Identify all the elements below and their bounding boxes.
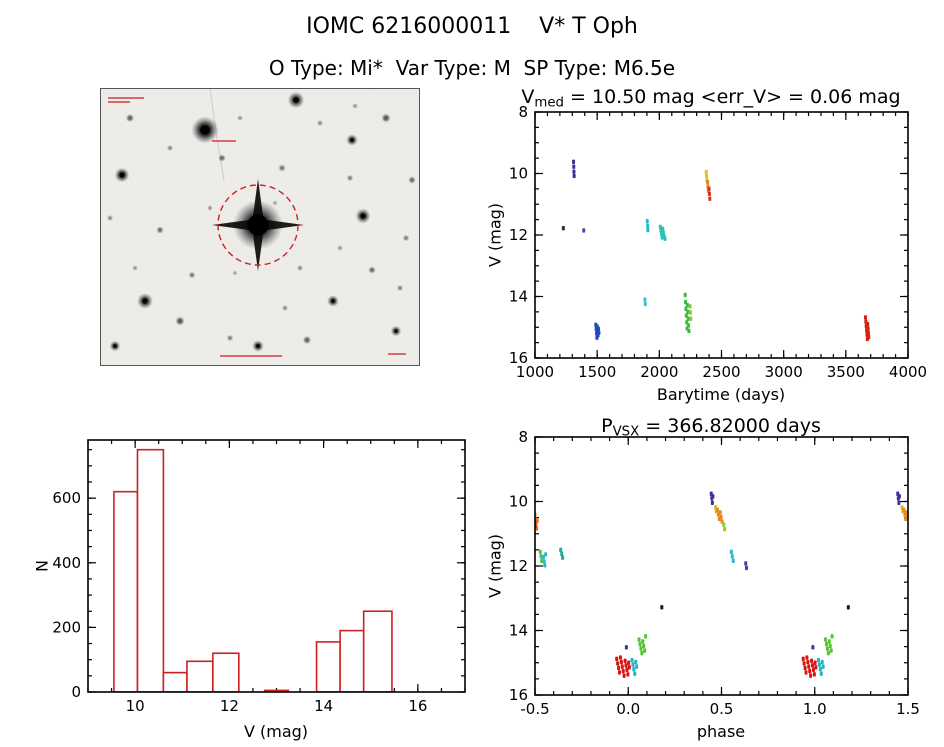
svg-text:4000: 4000 <box>889 363 927 381</box>
red-annotation-marks <box>108 97 406 357</box>
svg-text:1500: 1500 <box>578 363 616 381</box>
svg-text:14: 14 <box>314 697 333 715</box>
phase-title: PVSX = 366.82000 days <box>601 415 821 440</box>
tick-labels: 1000 1500 2000 2500 3000 3500 4000 8 10 12 14 16 <box>509 103 927 381</box>
finding-chart-border <box>100 88 420 366</box>
phase-plot: -0.5 0.0 0.5 1.0 1.5 8 10 12 14 16 <box>509 428 920 718</box>
page-subtitle: O Type: Mi* Var Type: M SP Type: M6.5e <box>268 56 676 80</box>
lightcurve-xaxis-label: Barytime (days) <box>656 385 786 404</box>
tick-marks <box>534 436 909 696</box>
histogram-yaxis-label: N <box>32 560 52 572</box>
svg-text:200: 200 <box>52 618 81 636</box>
svg-text:-0.5: -0.5 <box>520 700 549 718</box>
svg-text:14: 14 <box>509 622 528 640</box>
svg-text:1.5: 1.5 <box>896 700 920 718</box>
svg-text:3000: 3000 <box>765 363 803 381</box>
lightcurve-plot: 1000 1500 2000 2500 3000 3500 4000 8 10 12 14 16 <box>509 103 927 381</box>
svg-text:3500: 3500 <box>827 363 865 381</box>
svg-text:10: 10 <box>509 165 528 183</box>
plot-frame <box>534 111 909 359</box>
data-points <box>113 448 393 692</box>
finding-chart-image <box>100 88 420 366</box>
svg-text:16: 16 <box>509 686 528 704</box>
svg-text:2500: 2500 <box>702 363 740 381</box>
svg-text:0: 0 <box>71 683 81 701</box>
tick-labels: -0.5 0.0 0.5 1.0 1.5 8 10 12 14 16 <box>509 428 920 718</box>
svg-text:10: 10 <box>509 493 528 511</box>
lightcurve-title: Vmed = 10.50 mag <err_V> = 0.06 mag <box>521 86 901 111</box>
svg-text:12: 12 <box>509 226 528 244</box>
svg-text:16: 16 <box>408 697 427 715</box>
svg-text:10: 10 <box>126 697 145 715</box>
plot-frame <box>87 439 466 693</box>
svg-text:12: 12 <box>509 557 528 575</box>
svg-text:16: 16 <box>509 349 528 367</box>
data-points <box>561 159 871 342</box>
page-title: IOMC 6216000011 V* T Oph <box>306 14 638 39</box>
data-points <box>535 491 908 678</box>
svg-text:14: 14 <box>509 288 528 306</box>
target-star-with-circle <box>212 179 304 271</box>
phase-xaxis-label: phase <box>696 722 746 741</box>
svg-text:1.0: 1.0 <box>803 700 827 718</box>
svg-text:600: 600 <box>52 489 81 507</box>
svg-text:2000: 2000 <box>640 363 678 381</box>
svg-text:0.5: 0.5 <box>710 700 734 718</box>
svg-text:1000: 1000 <box>516 363 554 381</box>
svg-text:8: 8 <box>518 428 528 446</box>
svg-text:400: 400 <box>52 554 81 572</box>
plot-frame <box>534 436 909 696</box>
histogram-plot: 10 12 14 16 0 200 400 600 <box>52 439 466 715</box>
svg-text:0.0: 0.0 <box>616 700 640 718</box>
histogram-xaxis-label: V (mag) <box>243 722 309 741</box>
tick-marks <box>534 111 909 359</box>
lightcurve-yaxis-label: V (mag) <box>485 202 505 268</box>
field-stars <box>106 91 416 352</box>
tick-labels: 10 12 14 16 0 200 400 600 <box>52 489 427 715</box>
phase-yaxis-label: V (mag) <box>485 533 505 599</box>
svg-text:8: 8 <box>518 103 528 121</box>
svg-text:12: 12 <box>220 697 239 715</box>
